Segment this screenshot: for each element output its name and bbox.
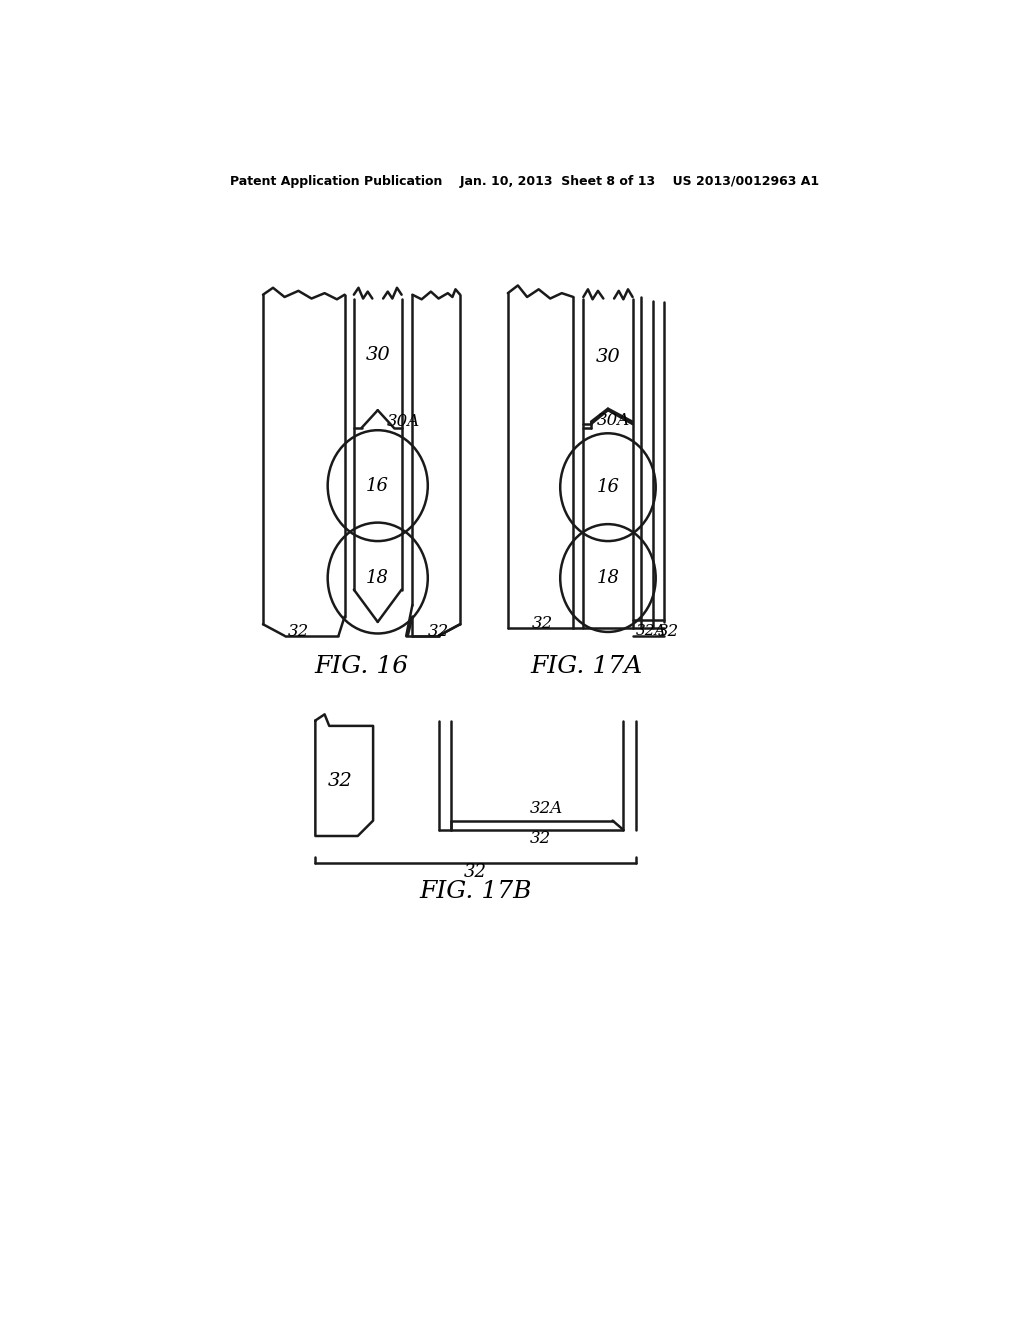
Text: 18: 18	[367, 569, 389, 587]
Text: 18: 18	[596, 569, 620, 587]
Text: FIG. 16: FIG. 16	[314, 655, 409, 678]
Text: 30A: 30A	[387, 413, 420, 430]
Text: 16: 16	[596, 478, 620, 496]
Text: 32: 32	[531, 615, 553, 632]
Text: 30: 30	[366, 346, 390, 364]
Text: FIG. 17A: FIG. 17A	[530, 655, 642, 678]
Text: Patent Application Publication    Jan. 10, 2013  Sheet 8 of 13    US 2013/001296: Patent Application Publication Jan. 10, …	[230, 176, 819, 187]
Text: 16: 16	[367, 477, 389, 495]
Text: 30A: 30A	[597, 412, 631, 429]
Text: 30: 30	[596, 348, 621, 366]
Text: 32A: 32A	[636, 624, 667, 638]
Text: 32A: 32A	[529, 800, 562, 817]
Text: 32: 32	[529, 830, 551, 847]
Text: 32: 32	[328, 772, 352, 789]
Text: 32: 32	[658, 623, 679, 640]
Text: 32: 32	[428, 623, 450, 640]
Text: 32: 32	[464, 863, 487, 882]
Text: FIG. 17B: FIG. 17B	[419, 880, 531, 903]
Text: 32: 32	[288, 623, 309, 640]
